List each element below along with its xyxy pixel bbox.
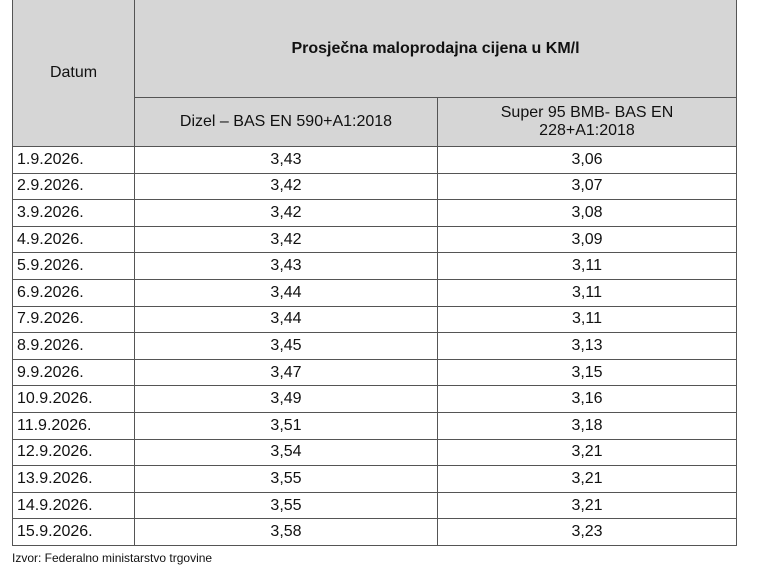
- price-cell: 3,54: [134, 438, 438, 467]
- price-cell: 3,06: [436, 146, 738, 174]
- price-cell: 3,07: [436, 172, 738, 201]
- date-cell: 12.9.2026.: [12, 438, 135, 467]
- price-cell: 3,42: [134, 199, 438, 227]
- price-cell: 3,43: [134, 146, 438, 174]
- price-cell: 3,21: [436, 465, 738, 493]
- group-header: Prosječna maloprodajna cijena u KM/l: [133, 0, 738, 98]
- date-cell: 5.9.2026.: [12, 252, 135, 280]
- date-cell: 15.9.2026.: [12, 518, 135, 546]
- table-body: 1.9.2026. 3,43 3,06 2.9.2026. 3,42 3,07 3.9.20…: [12, 146, 738, 546]
- date-cell: 13.9.2026.: [12, 465, 135, 493]
- price-cell: 3,55: [134, 465, 438, 493]
- date-cell: 9.9.2026.: [12, 358, 135, 387]
- table-row: 4.9.2026. 3,42 3,09: [12, 225, 738, 254]
- table-row: 10.9.2026. 3,49 3,16: [12, 385, 738, 413]
- price-cell: 3,44: [134, 278, 438, 307]
- table-row: 12.9.2026. 3,54 3,21: [12, 438, 738, 467]
- header-row: Datum Prosječna maloprodajna cijena u KM…: [12, 0, 738, 147]
- price-cell: 3,51: [134, 411, 438, 440]
- table-row: 1.9.2026. 3,43 3,06: [12, 146, 738, 174]
- price-cell: 3,21: [436, 438, 738, 467]
- table-header: Datum Prosječna maloprodajna cijena u KM…: [12, 0, 738, 147]
- table-row: 7.9.2026. 3,44 3,11: [12, 305, 738, 334]
- column-header: Super 95 BMB- BAS EN 228+A1:2018: [436, 97, 738, 147]
- price-cell: 3,42: [134, 172, 438, 201]
- date-cell: 11.9.2026.: [12, 411, 135, 440]
- price-cell: 3,49: [134, 385, 438, 413]
- table-row: 8.9.2026. 3,45 3,13: [12, 332, 738, 360]
- date-cell: 4.9.2026.: [12, 225, 135, 254]
- date-cell: 10.9.2026.: [12, 385, 135, 413]
- price-cell: 3,23: [436, 518, 738, 546]
- date-cell: 8.9.2026.: [12, 332, 135, 360]
- price-cell: 3,47: [134, 358, 438, 387]
- price-cell: 3,15: [436, 358, 738, 387]
- price-cell: 3,44: [134, 305, 438, 334]
- table-row: 6.9.2026. 3,44 3,11: [12, 278, 738, 307]
- date-cell: 14.9.2026.: [12, 491, 135, 520]
- table-row: 15.9.2026. 3,58 3,23: [12, 518, 738, 546]
- date-cell: 1.9.2026.: [12, 146, 135, 174]
- price-cell: 3,21: [436, 491, 738, 520]
- price-cell: 3,45: [134, 332, 438, 360]
- date-cell: 7.9.2026.: [12, 305, 135, 334]
- date-cell: 3.9.2026.: [12, 199, 135, 227]
- price-cell: 3,55: [134, 491, 438, 520]
- table-row: 13.9.2026. 3,55 3,21: [12, 465, 738, 493]
- price-cell: 3,11: [436, 305, 738, 334]
- table-row: 3.9.2026. 3,42 3,08: [12, 199, 738, 227]
- table-row: 9.9.2026. 3,47 3,15: [12, 358, 738, 387]
- price-cell: 3,58: [134, 518, 438, 546]
- table-row: 11.9.2026. 3,51 3,18: [12, 411, 738, 440]
- price-cell: 3,16: [436, 385, 738, 413]
- date-cell: 2.9.2026.: [12, 172, 135, 201]
- date-cell: 6.9.2026.: [12, 278, 135, 307]
- price-cell: 3,11: [436, 278, 738, 307]
- table-row: 5.9.2026. 3,43 3,11: [12, 252, 738, 280]
- price-cell: 3,42: [134, 225, 438, 254]
- source-note: Izvor: Federalno ministarstvo trgovine: [12, 551, 213, 565]
- table-row: 2.9.2026. 3,42 3,07: [12, 172, 738, 201]
- price-cell: 3,11: [436, 252, 738, 280]
- price-cell: 3,08: [436, 199, 738, 227]
- table-row: 14.9.2026. 3,55 3,21: [12, 491, 738, 520]
- column-header: Dizel – BAS EN 590+A1:2018: [134, 97, 438, 147]
- date-header: Datum: [12, 0, 135, 147]
- header-row: Dizel – BAS EN 590+A1:2018 Super 95 BMB-…: [13, 97, 738, 147]
- price-cell: 3,43: [134, 252, 438, 280]
- price-table: Datum Prosječna maloprodajna cijena u KM…: [12, 0, 738, 546]
- price-cell: 3,09: [436, 225, 738, 254]
- price-cell: 3,18: [436, 411, 738, 440]
- price-cell: 3,13: [436, 332, 738, 360]
